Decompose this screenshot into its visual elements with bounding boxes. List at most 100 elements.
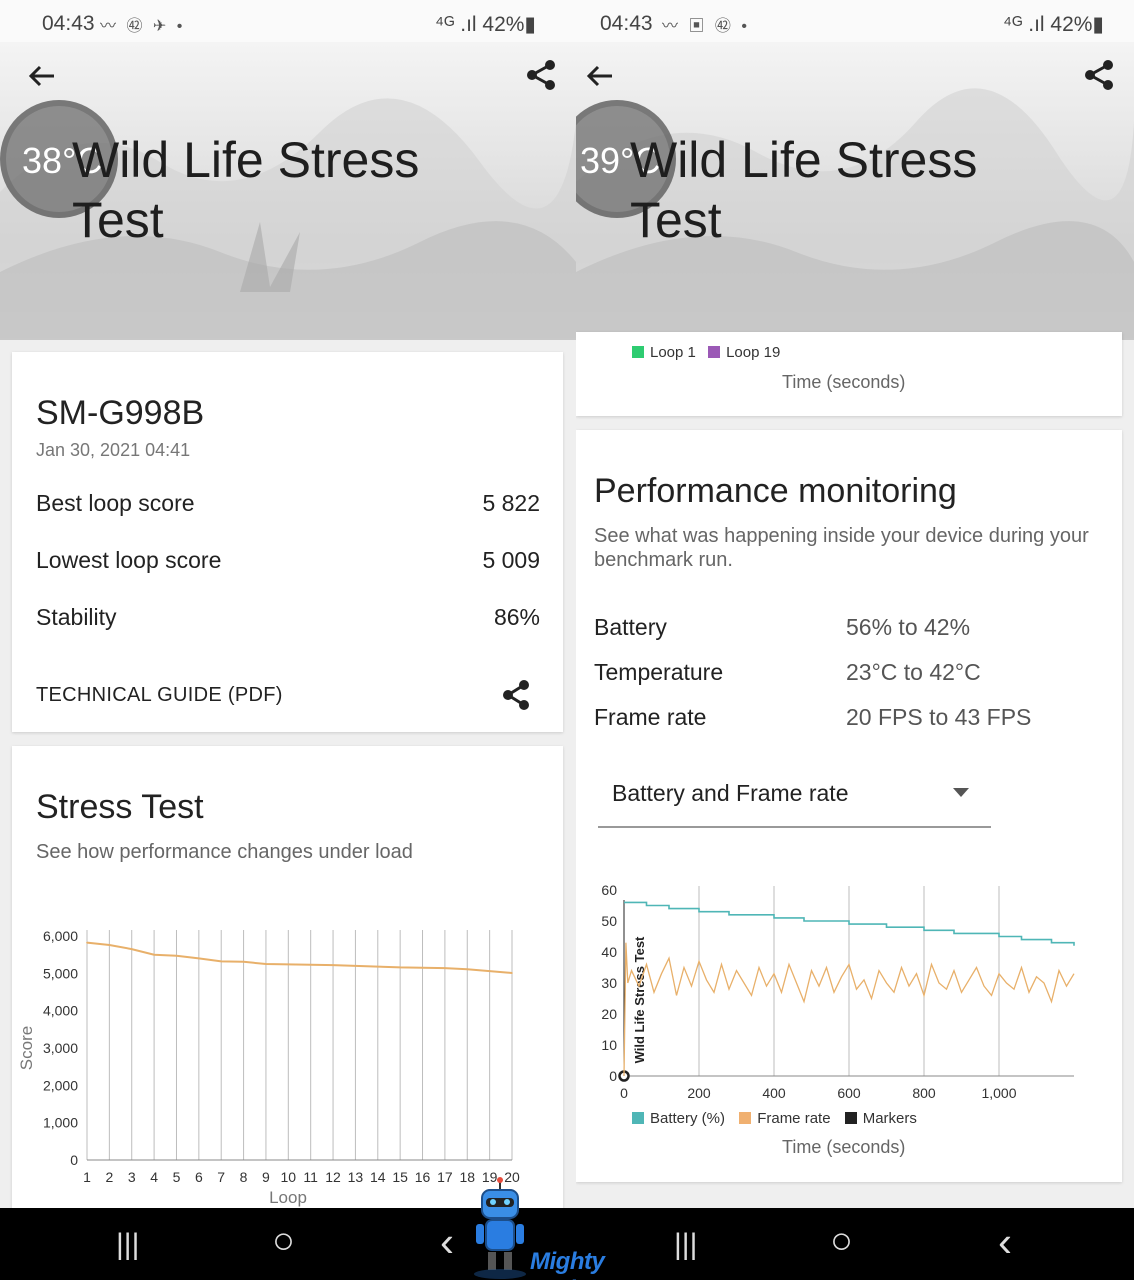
x-tick-label: 9 [262, 1169, 270, 1185]
y-tick-label: 40 [601, 944, 617, 960]
performance-legend: Battery (%) Frame rate Markers [632, 1110, 927, 1127]
best-loop-row: Best loop score 5 822 [36, 490, 540, 517]
back-button[interactable]: ‹ [440, 1218, 454, 1265]
markers-swatch [844, 1112, 857, 1124]
score-point [86, 941, 88, 944]
y-tick-label: 20 [601, 1006, 617, 1022]
y-tick-label: 4,000 [43, 1003, 78, 1019]
status-notification-icons: 〰 ㊷ ✈ • [100, 18, 186, 35]
battery-swatch [632, 1112, 644, 1124]
score-point [287, 963, 290, 966]
home-button[interactable]: ○ [272, 1220, 295, 1262]
score-point [108, 944, 111, 946]
share-icon[interactable] [1082, 58, 1116, 92]
score-point [220, 960, 223, 963]
x-tick-label: 7 [217, 1169, 225, 1185]
score-point [354, 965, 357, 967]
score-point [421, 966, 424, 969]
hero-background-image [0, 98, 576, 340]
y-tick-label: 0 [609, 1068, 617, 1084]
battery-series-line [624, 901, 1075, 946]
stress-test-card: Stress Test See how performance changes … [12, 746, 563, 1208]
y-tick-label: 10 [601, 1037, 617, 1053]
temperature-readout: 39°C [580, 140, 661, 181]
x-tick-label: 10 [281, 1169, 297, 1185]
status-signal-battery: ⁴ᴳ .ıl 42%▮ [1002, 13, 1104, 36]
loop-score-chart: 1 2 3 4 5 6 7 8 9 10 11 12 13 14 15 16 17 18 19 2001,0002,0… [17, 928, 520, 1207]
page-title: Wild Life Stress Test [630, 132, 978, 248]
temperature-badge [0, 100, 118, 218]
right-screen: 04:43 〰 ▣ ㊷ • ⁴ᴳ .ıl 42%▮ 39°C Wild Life… [576, 0, 1134, 1208]
status-signal-battery: ⁴ᴳ .ıl 42%▮ [434, 13, 536, 36]
loop1-swatch [632, 346, 644, 358]
y-tick-label: 30 [601, 975, 617, 991]
x-tick-label: 600 [837, 1085, 861, 1101]
frame-rate-swatch [739, 1112, 752, 1124]
row-label: Temperature [594, 659, 724, 685]
hero-banner: 38°C Wild Life Stress Test [0, 42, 576, 340]
x-tick-label: 6 [195, 1169, 203, 1185]
dropdown-value: Battery and Frame rate [612, 780, 849, 806]
dropdown-arrow-icon [953, 788, 969, 797]
home-button[interactable]: ○ [830, 1220, 853, 1262]
x-tick-label: 17 [437, 1169, 453, 1185]
y-tick-label: 60 [601, 882, 617, 898]
recent-apps-button[interactable]: ||| [674, 1228, 698, 1261]
performance-monitoring-card: Performance monitoring See what was happ… [576, 430, 1122, 1182]
status-time: 04:43 [600, 12, 653, 35]
share-icon[interactable] [500, 678, 534, 712]
back-arrow-icon[interactable] [26, 60, 58, 92]
status-notification-icons: 〰 ▣ ㊷ • [662, 18, 750, 35]
watermark-text: Mighty Gadget [530, 1248, 610, 1280]
left-screen: 04:43 〰 ㊷ ✈ • ⁴ᴳ .ıl 42%▮ 38°C Wild Life… [0, 0, 576, 1208]
recent-apps-button[interactable]: ||| [116, 1228, 140, 1261]
temperature-badge [576, 100, 676, 218]
score-point [198, 957, 200, 960]
x-tick-label: 5 [173, 1169, 181, 1185]
x-tick-label: 1,000 [981, 1085, 1016, 1101]
loop-chart-footer-card: Loop 1 Loop 19 Time (seconds) [576, 332, 1122, 416]
y-tick-label: 2,000 [43, 1077, 78, 1093]
row-value: 56% to 42% [846, 614, 971, 640]
x-tick-label: 12 [325, 1169, 341, 1185]
x-tick-label: 2 [105, 1169, 113, 1185]
section-subtitle: See how performance changes under load [36, 841, 413, 863]
score-point [242, 960, 245, 963]
x-tick-label: 19 [482, 1169, 498, 1185]
back-button[interactable]: ‹ [998, 1218, 1012, 1265]
y-tick-label: 5,000 [43, 965, 78, 981]
x-axis-label: Time (seconds) [782, 372, 906, 392]
performance-chart: 0 200 400 600 800 1,000 0 10 20 30 40 50 60 Wild Life… [601, 882, 1075, 1101]
device-name: SM-G998B [36, 394, 205, 432]
x-tick-label: 0 [620, 1085, 628, 1101]
chart-metric-dropdown[interactable]: Battery and Frame rate [598, 770, 991, 828]
x-axis-title: Loop [269, 1188, 307, 1207]
row-label: Frame rate [594, 704, 707, 730]
status-bar: 04:43 〰 ㊷ ✈ • ⁴ᴳ .ıl 42%▮ [0, 0, 576, 42]
back-arrow-icon[interactable] [584, 60, 616, 92]
y-tick-label: 3,000 [43, 1040, 78, 1056]
score-point [376, 965, 379, 968]
hero-background-image [576, 88, 1134, 340]
legend-markers: Markers [862, 1110, 917, 1127]
technical-guide-link[interactable]: TECHNICAL GUIDE (PDF) [36, 684, 283, 706]
row-value: 5 009 [482, 547, 540, 573]
x-tick-label: 15 [392, 1169, 408, 1185]
share-icon[interactable] [524, 58, 558, 92]
section-subtitle: See what was happening inside your devic… [594, 525, 1089, 571]
legend-battery: Battery (%) [650, 1110, 726, 1127]
score-point [130, 948, 133, 950]
x-tick-label: 13 [348, 1169, 364, 1185]
y-tick-label: 1,000 [43, 1115, 78, 1131]
robot-mascot-icon [474, 1177, 526, 1279]
x-tick-label: 800 [912, 1085, 936, 1101]
section-title: Stress Test [36, 788, 204, 826]
run-date: Jan 30, 2021 04:41 [36, 440, 191, 460]
score-point [466, 968, 469, 971]
y-tick-label: 50 [601, 913, 617, 929]
legend-loop19: Loop 19 [726, 344, 781, 361]
stability-row: Stability 86% [36, 604, 540, 631]
x-tick-label: 200 [687, 1085, 711, 1101]
x-tick-label: 1 [83, 1169, 91, 1185]
score-point [511, 972, 513, 974]
